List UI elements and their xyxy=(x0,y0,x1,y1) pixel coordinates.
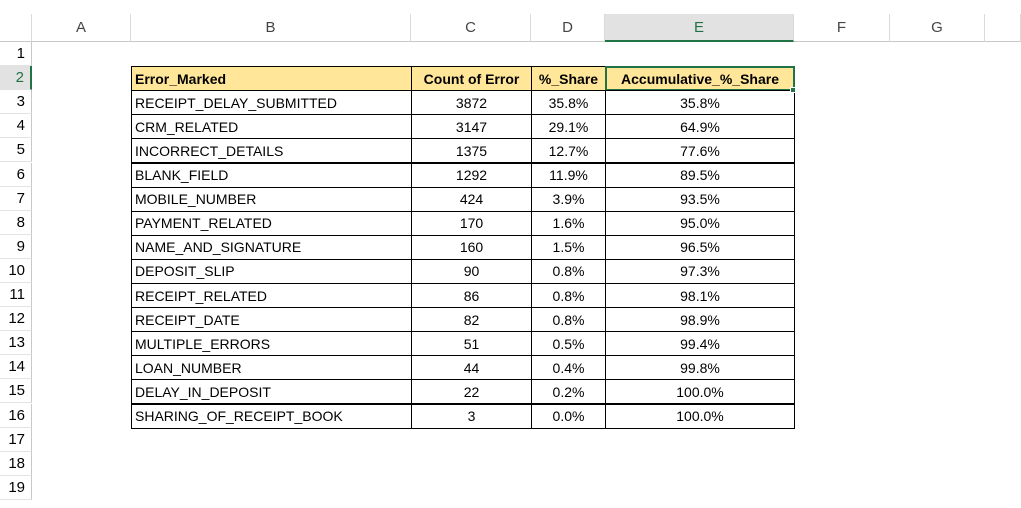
table-cell[interactable]: 1.6% xyxy=(531,210,606,236)
column-header[interactable]: F xyxy=(794,14,890,42)
row-header[interactable]: 10 xyxy=(0,258,32,283)
table-cell[interactable]: DEPOSIT_SLIP xyxy=(131,258,412,284)
table-header-cell[interactable]: Count of Error xyxy=(411,66,532,92)
row-header[interactable]: 13 xyxy=(0,331,32,356)
row-header[interactable]: 9 xyxy=(0,234,32,259)
table-cell[interactable]: DELAY_IN_DEPOSIT xyxy=(131,379,412,405)
table-cell[interactable]: 0.2% xyxy=(531,379,606,405)
table-cell[interactable]: 98.9% xyxy=(605,307,795,333)
table-cell[interactable]: 95.0% xyxy=(605,210,795,236)
table-cell[interactable]: 82 xyxy=(411,307,532,333)
table-cell[interactable]: INCORRECT_DETAILS xyxy=(131,138,412,164)
table-cell[interactable]: LOAN_NUMBER xyxy=(131,355,412,381)
table-cell[interactable]: 90 xyxy=(411,258,532,284)
row-header[interactable]: 3 xyxy=(0,90,32,115)
table-cell[interactable]: 89.5% xyxy=(605,162,795,188)
column-header[interactable]: E xyxy=(605,14,794,42)
table-cell[interactable]: MOBILE_NUMBER xyxy=(131,186,412,212)
table-cell[interactable]: 0.8% xyxy=(531,283,606,309)
table-cell[interactable]: 96.5% xyxy=(605,234,795,260)
table-cell[interactable]: MULTIPLE_ERRORS xyxy=(131,331,412,357)
table-cell[interactable]: 64.9% xyxy=(605,114,795,140)
table-cell[interactable]: BLANK_FIELD xyxy=(131,162,412,188)
table-cell[interactable]: RECEIPT_DELAY_SUBMITTED xyxy=(131,90,412,116)
table-cell[interactable]: 44 xyxy=(411,355,532,381)
table-cell[interactable]: SHARING_OF_RECEIPT_BOOK xyxy=(131,403,412,429)
table-cell[interactable]: 3147 xyxy=(411,114,532,140)
table-cell[interactable]: 170 xyxy=(411,210,532,236)
row-header[interactable]: 7 xyxy=(0,186,32,211)
table-cell[interactable]: CRM_RELATED xyxy=(131,114,412,140)
table-cell[interactable]: 86 xyxy=(411,283,532,309)
table-cell[interactable]: 1292 xyxy=(411,162,532,188)
table-cell[interactable]: 77.6% xyxy=(605,138,795,164)
selection-handle[interactable] xyxy=(790,87,796,94)
row-header[interactable]: 6 xyxy=(0,162,32,187)
row-header[interactable]: 17 xyxy=(0,427,32,452)
table-header-cell[interactable]: Error_Marked xyxy=(131,66,412,92)
table-header-cell[interactable]: %_Share xyxy=(531,66,606,92)
table-cell[interactable]: PAYMENT_RELATED xyxy=(131,210,412,236)
column-header-filler xyxy=(985,14,1021,42)
table-cell[interactable]: 3.9% xyxy=(531,186,606,212)
table-cell[interactable]: 0.8% xyxy=(531,258,606,284)
row-header[interactable]: 8 xyxy=(0,210,32,235)
table-cell[interactable]: 35.8% xyxy=(531,90,606,116)
row-header[interactable]: 14 xyxy=(0,355,32,380)
table-cell[interactable]: 0.5% xyxy=(531,331,606,357)
row-header[interactable]: 1 xyxy=(0,42,32,67)
table-cell[interactable]: 0.8% xyxy=(531,307,606,333)
table-cell[interactable]: 99.4% xyxy=(605,331,795,357)
column-header[interactable]: B xyxy=(131,14,411,42)
table-cell[interactable]: 100.0% xyxy=(605,403,795,429)
table-cell[interactable]: 1375 xyxy=(411,138,532,164)
row-header[interactable]: 15 xyxy=(0,379,32,404)
column-header[interactable]: A xyxy=(32,14,131,42)
table-cell[interactable]: 12.7% xyxy=(531,138,606,164)
table-cell[interactable]: 100.0% xyxy=(605,379,795,405)
table-cell[interactable]: RECEIPT_DATE xyxy=(131,307,412,333)
row-header[interactable]: 19 xyxy=(0,475,32,500)
row-header[interactable]: 12 xyxy=(0,307,32,332)
table-cell[interactable]: 51 xyxy=(411,331,532,357)
table-cell[interactable]: NAME_AND_SIGNATURE xyxy=(131,234,412,260)
column-header[interactable]: C xyxy=(411,14,531,42)
table-cell[interactable]: 99.8% xyxy=(605,355,795,381)
row-header[interactable]: 11 xyxy=(0,283,32,308)
row-header[interactable]: 18 xyxy=(0,451,32,476)
table-cell[interactable]: 93.5% xyxy=(605,186,795,212)
table-cell[interactable]: 35.8% xyxy=(605,90,795,116)
row-header[interactable]: 2 xyxy=(0,66,32,91)
column-header[interactable]: D xyxy=(531,14,605,42)
table-header-cell[interactable]: Accumulative_%_Share xyxy=(605,66,795,92)
corner[interactable] xyxy=(0,14,32,42)
table-cell[interactable]: 98.1% xyxy=(605,283,795,309)
table-cell[interactable]: 3872 xyxy=(411,90,532,116)
table-cell[interactable]: 160 xyxy=(411,234,532,260)
row-header[interactable]: 5 xyxy=(0,138,32,163)
table-cell[interactable]: 0.4% xyxy=(531,355,606,381)
table-cell[interactable]: 29.1% xyxy=(531,114,606,140)
table-cell[interactable]: 1.5% xyxy=(531,234,606,260)
row-header[interactable]: 4 xyxy=(0,114,32,139)
table-cell[interactable]: 424 xyxy=(411,186,532,212)
table-cell[interactable]: 3 xyxy=(411,403,532,429)
table-cell[interactable]: 22 xyxy=(411,379,532,405)
row-header[interactable]: 16 xyxy=(0,403,32,428)
table-cell[interactable]: 11.9% xyxy=(531,162,606,188)
table-cell[interactable]: RECEIPT_RELATED xyxy=(131,283,412,309)
table-cell[interactable]: 0.0% xyxy=(531,403,606,429)
table-cell[interactable]: 97.3% xyxy=(605,258,795,284)
column-header[interactable]: G xyxy=(890,14,985,42)
